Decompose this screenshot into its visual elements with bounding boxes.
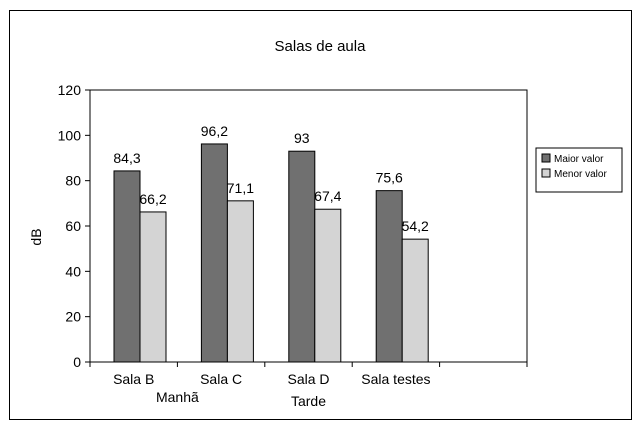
- data-label: 84,3: [113, 150, 140, 166]
- bars: [113, 143, 429, 363]
- legend-label: Maior valor: [554, 154, 604, 165]
- bar-menor: [139, 211, 167, 363]
- bar-maior: [288, 150, 316, 363]
- x-tick-label: Sala testes: [361, 371, 430, 387]
- y-tick-label: 0: [73, 354, 81, 370]
- y-tick-label: 60: [65, 218, 81, 234]
- data-label: 75,6: [376, 170, 403, 186]
- data-labels: 84,3 96,2 93 75,6 66,2 71,1 67,4 54,2: [113, 123, 429, 234]
- y-tick-label: 80: [65, 173, 81, 189]
- data-label: 71,1: [227, 180, 254, 196]
- x-tick-label: Sala C: [200, 371, 242, 387]
- chart-frame: Salas de aula dB 0 20 40 60 80 100 120 Sala B Sa…: [9, 10, 632, 420]
- data-label: 66,2: [139, 191, 166, 207]
- y-tick-label: 40: [65, 263, 81, 279]
- data-label: 54,2: [402, 218, 429, 234]
- bar-menor: [401, 238, 429, 363]
- bar-maior: [375, 190, 403, 363]
- x-tick-label: Sala D: [287, 371, 329, 387]
- data-label: 93: [294, 130, 310, 146]
- category-group-label: Manhã: [156, 389, 199, 405]
- y-tick-label: 20: [65, 309, 81, 325]
- legend-label: Menor valor: [554, 169, 607, 180]
- data-label: 96,2: [201, 123, 228, 139]
- bar-maior: [200, 143, 228, 363]
- axes: 0 20 40 60 80 100 120 Sala B Sala C Sala D Sala te…: [58, 82, 528, 409]
- legend-swatch: [541, 153, 551, 163]
- y-tick-label: 100: [58, 127, 82, 143]
- bar-menor: [226, 200, 254, 363]
- legend: Maior valor Menor valor: [535, 147, 623, 193]
- legend-swatch: [541, 168, 551, 178]
- category-group-label: Tarde: [291, 393, 326, 409]
- y-axis-label: dB: [28, 228, 44, 245]
- bar-maior: [113, 170, 141, 363]
- chart-title: Salas de aula: [275, 38, 367, 55]
- x-tick-label: Sala B: [113, 371, 154, 387]
- data-label: 67,4: [314, 188, 341, 204]
- y-tick-label: 120: [58, 82, 82, 98]
- bar-menor: [314, 208, 342, 363]
- bar-chart: Salas de aula dB 0 20 40 60 80 100 120 Sala B Sa…: [28, 38, 623, 409]
